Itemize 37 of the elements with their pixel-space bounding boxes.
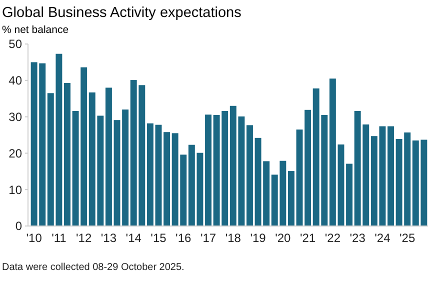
y-tick-label: 50 xyxy=(8,37,22,52)
bar xyxy=(146,123,154,226)
y-tick-label: 0 xyxy=(15,219,22,234)
bar xyxy=(155,124,162,226)
x-tick-label: '19 xyxy=(250,231,266,245)
bar xyxy=(346,164,353,226)
x-tick-label: '20 xyxy=(275,231,292,245)
x-tick-label: '25 xyxy=(400,231,416,245)
x-tick-label: '22 xyxy=(324,231,341,245)
bar xyxy=(296,130,303,226)
x-tick-label: '24 xyxy=(374,231,391,245)
x-tick-label: '16 xyxy=(176,231,192,245)
y-tick-label: 10 xyxy=(8,182,22,197)
bar xyxy=(64,82,70,226)
chart-title: Global Business Activity expectations xyxy=(2,5,242,21)
x-tick-label: '10 xyxy=(26,231,42,245)
y-tick-label: 30 xyxy=(8,110,22,124)
x-tick-label: '18 xyxy=(225,231,242,245)
x-tick-label: '12 xyxy=(76,231,92,245)
bar xyxy=(164,132,170,226)
x-tick-label: '15 xyxy=(150,231,167,245)
bar xyxy=(288,171,294,226)
y-tick-label: 40 xyxy=(8,74,22,88)
bar xyxy=(205,114,212,226)
text: Data were collected 08-29 October 2025. xyxy=(2,262,184,273)
bar xyxy=(246,125,253,226)
y-tick-label: 20 xyxy=(8,146,22,160)
bar xyxy=(388,126,394,226)
x-tick-label: '13 xyxy=(100,231,117,245)
x-tick-label: '23 xyxy=(350,231,366,245)
bar xyxy=(304,110,312,226)
x-tick-label: '21 xyxy=(300,231,316,245)
x-tick-label: '17 xyxy=(200,231,216,245)
x-tick-label: '11 xyxy=(52,231,67,245)
bar xyxy=(105,88,112,226)
x-tick-label: '14 xyxy=(126,231,142,245)
y-axis-title: % net balance xyxy=(2,24,69,36)
